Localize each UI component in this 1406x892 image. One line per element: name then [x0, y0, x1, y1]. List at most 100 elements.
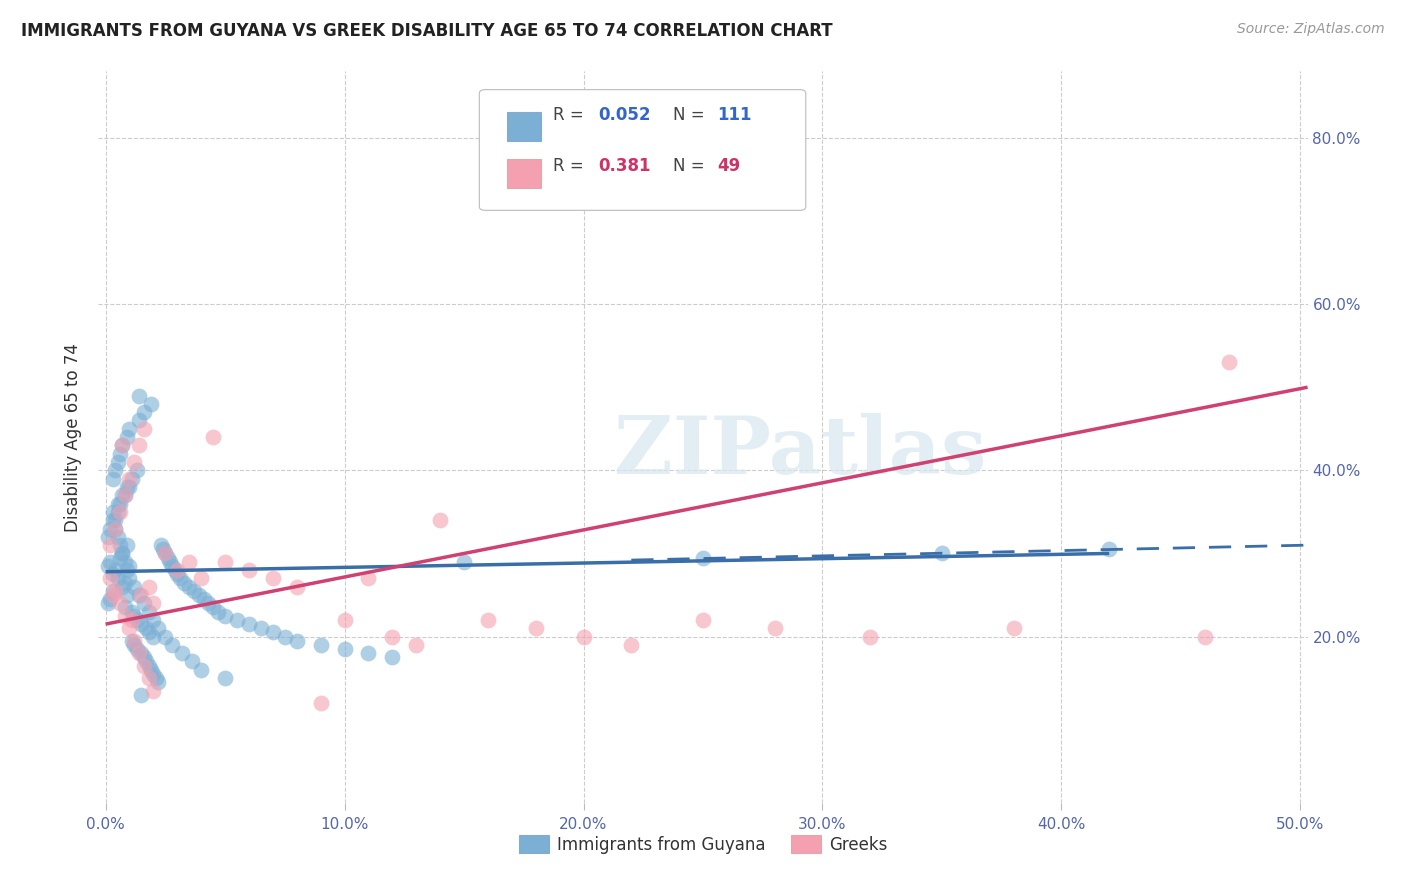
Point	[114, 608, 136, 623]
Point	[115, 588, 138, 602]
Point	[115, 563, 138, 577]
Point	[187, 588, 209, 602]
Point	[107, 505, 129, 519]
Point	[121, 613, 143, 627]
Text: 0.052: 0.052	[598, 106, 651, 124]
Point	[108, 538, 131, 552]
Point	[429, 513, 451, 527]
Point	[381, 630, 404, 644]
Point	[162, 558, 184, 573]
Point	[190, 571, 212, 585]
Point	[333, 613, 356, 627]
Point	[149, 538, 172, 552]
Point	[107, 455, 129, 469]
Point	[98, 592, 121, 607]
Point	[202, 430, 225, 444]
Point	[111, 438, 134, 452]
Point	[114, 600, 136, 615]
Point	[114, 575, 136, 590]
FancyBboxPatch shape	[508, 112, 541, 141]
Point	[115, 538, 138, 552]
Point	[132, 650, 155, 665]
Point	[183, 583, 205, 598]
Point	[118, 480, 141, 494]
Point	[763, 621, 786, 635]
Point	[121, 472, 143, 486]
Point	[97, 596, 120, 610]
Point	[98, 538, 121, 552]
Point	[128, 438, 150, 452]
Point	[122, 580, 145, 594]
Point	[162, 638, 184, 652]
Text: R =: R =	[553, 106, 589, 124]
Point	[114, 488, 136, 502]
Point	[163, 563, 186, 577]
Point	[142, 630, 165, 644]
Point	[142, 667, 165, 681]
Point	[309, 638, 332, 652]
Text: IMMIGRANTS FROM GUYANA VS GREEK DISABILITY AGE 65 TO 74 CORRELATION CHART: IMMIGRANTS FROM GUYANA VS GREEK DISABILI…	[21, 22, 832, 40]
Text: 49: 49	[717, 158, 741, 176]
Point	[125, 613, 148, 627]
Point	[139, 397, 162, 411]
Point	[453, 555, 475, 569]
Point	[107, 571, 129, 585]
Point	[170, 646, 193, 660]
Point	[108, 596, 131, 610]
Point	[155, 546, 177, 560]
Text: Source: ZipAtlas.com: Source: ZipAtlas.com	[1237, 22, 1385, 37]
Point	[111, 438, 134, 452]
Point	[122, 455, 145, 469]
Point	[173, 575, 195, 590]
Point	[138, 658, 160, 673]
Point	[122, 638, 145, 652]
Point	[122, 633, 145, 648]
Point	[122, 608, 145, 623]
Point	[101, 588, 124, 602]
Point	[146, 621, 169, 635]
Point	[1002, 621, 1025, 635]
Point	[132, 596, 155, 610]
Point	[108, 505, 131, 519]
Point	[135, 621, 157, 635]
Point	[156, 550, 179, 565]
Point	[104, 513, 127, 527]
Text: 111: 111	[717, 106, 752, 124]
Point	[118, 571, 141, 585]
Point	[238, 617, 260, 632]
Point	[381, 650, 404, 665]
Point	[262, 571, 284, 585]
Point	[138, 605, 160, 619]
Point	[118, 422, 141, 436]
Point	[98, 555, 121, 569]
Point	[214, 555, 236, 569]
Point	[98, 521, 121, 535]
Point	[138, 671, 160, 685]
Text: N =: N =	[672, 106, 710, 124]
Point	[226, 613, 249, 627]
Point	[285, 580, 308, 594]
Text: N =: N =	[672, 158, 710, 176]
Point	[108, 550, 131, 565]
Point	[111, 580, 134, 594]
Point	[131, 588, 153, 602]
Point	[1218, 355, 1240, 369]
Point	[572, 630, 595, 644]
Point	[142, 613, 165, 627]
Point	[131, 646, 153, 660]
Point	[104, 521, 127, 535]
Point	[179, 555, 201, 569]
Point	[197, 596, 219, 610]
Point	[620, 638, 643, 652]
Point	[107, 530, 129, 544]
Point	[121, 605, 143, 619]
Point	[101, 567, 124, 582]
Point	[142, 683, 165, 698]
Point	[128, 388, 150, 402]
Point	[101, 505, 124, 519]
Point	[285, 633, 308, 648]
Point	[193, 592, 215, 607]
Point	[1194, 630, 1216, 644]
Point	[155, 546, 177, 560]
Point	[128, 413, 150, 427]
